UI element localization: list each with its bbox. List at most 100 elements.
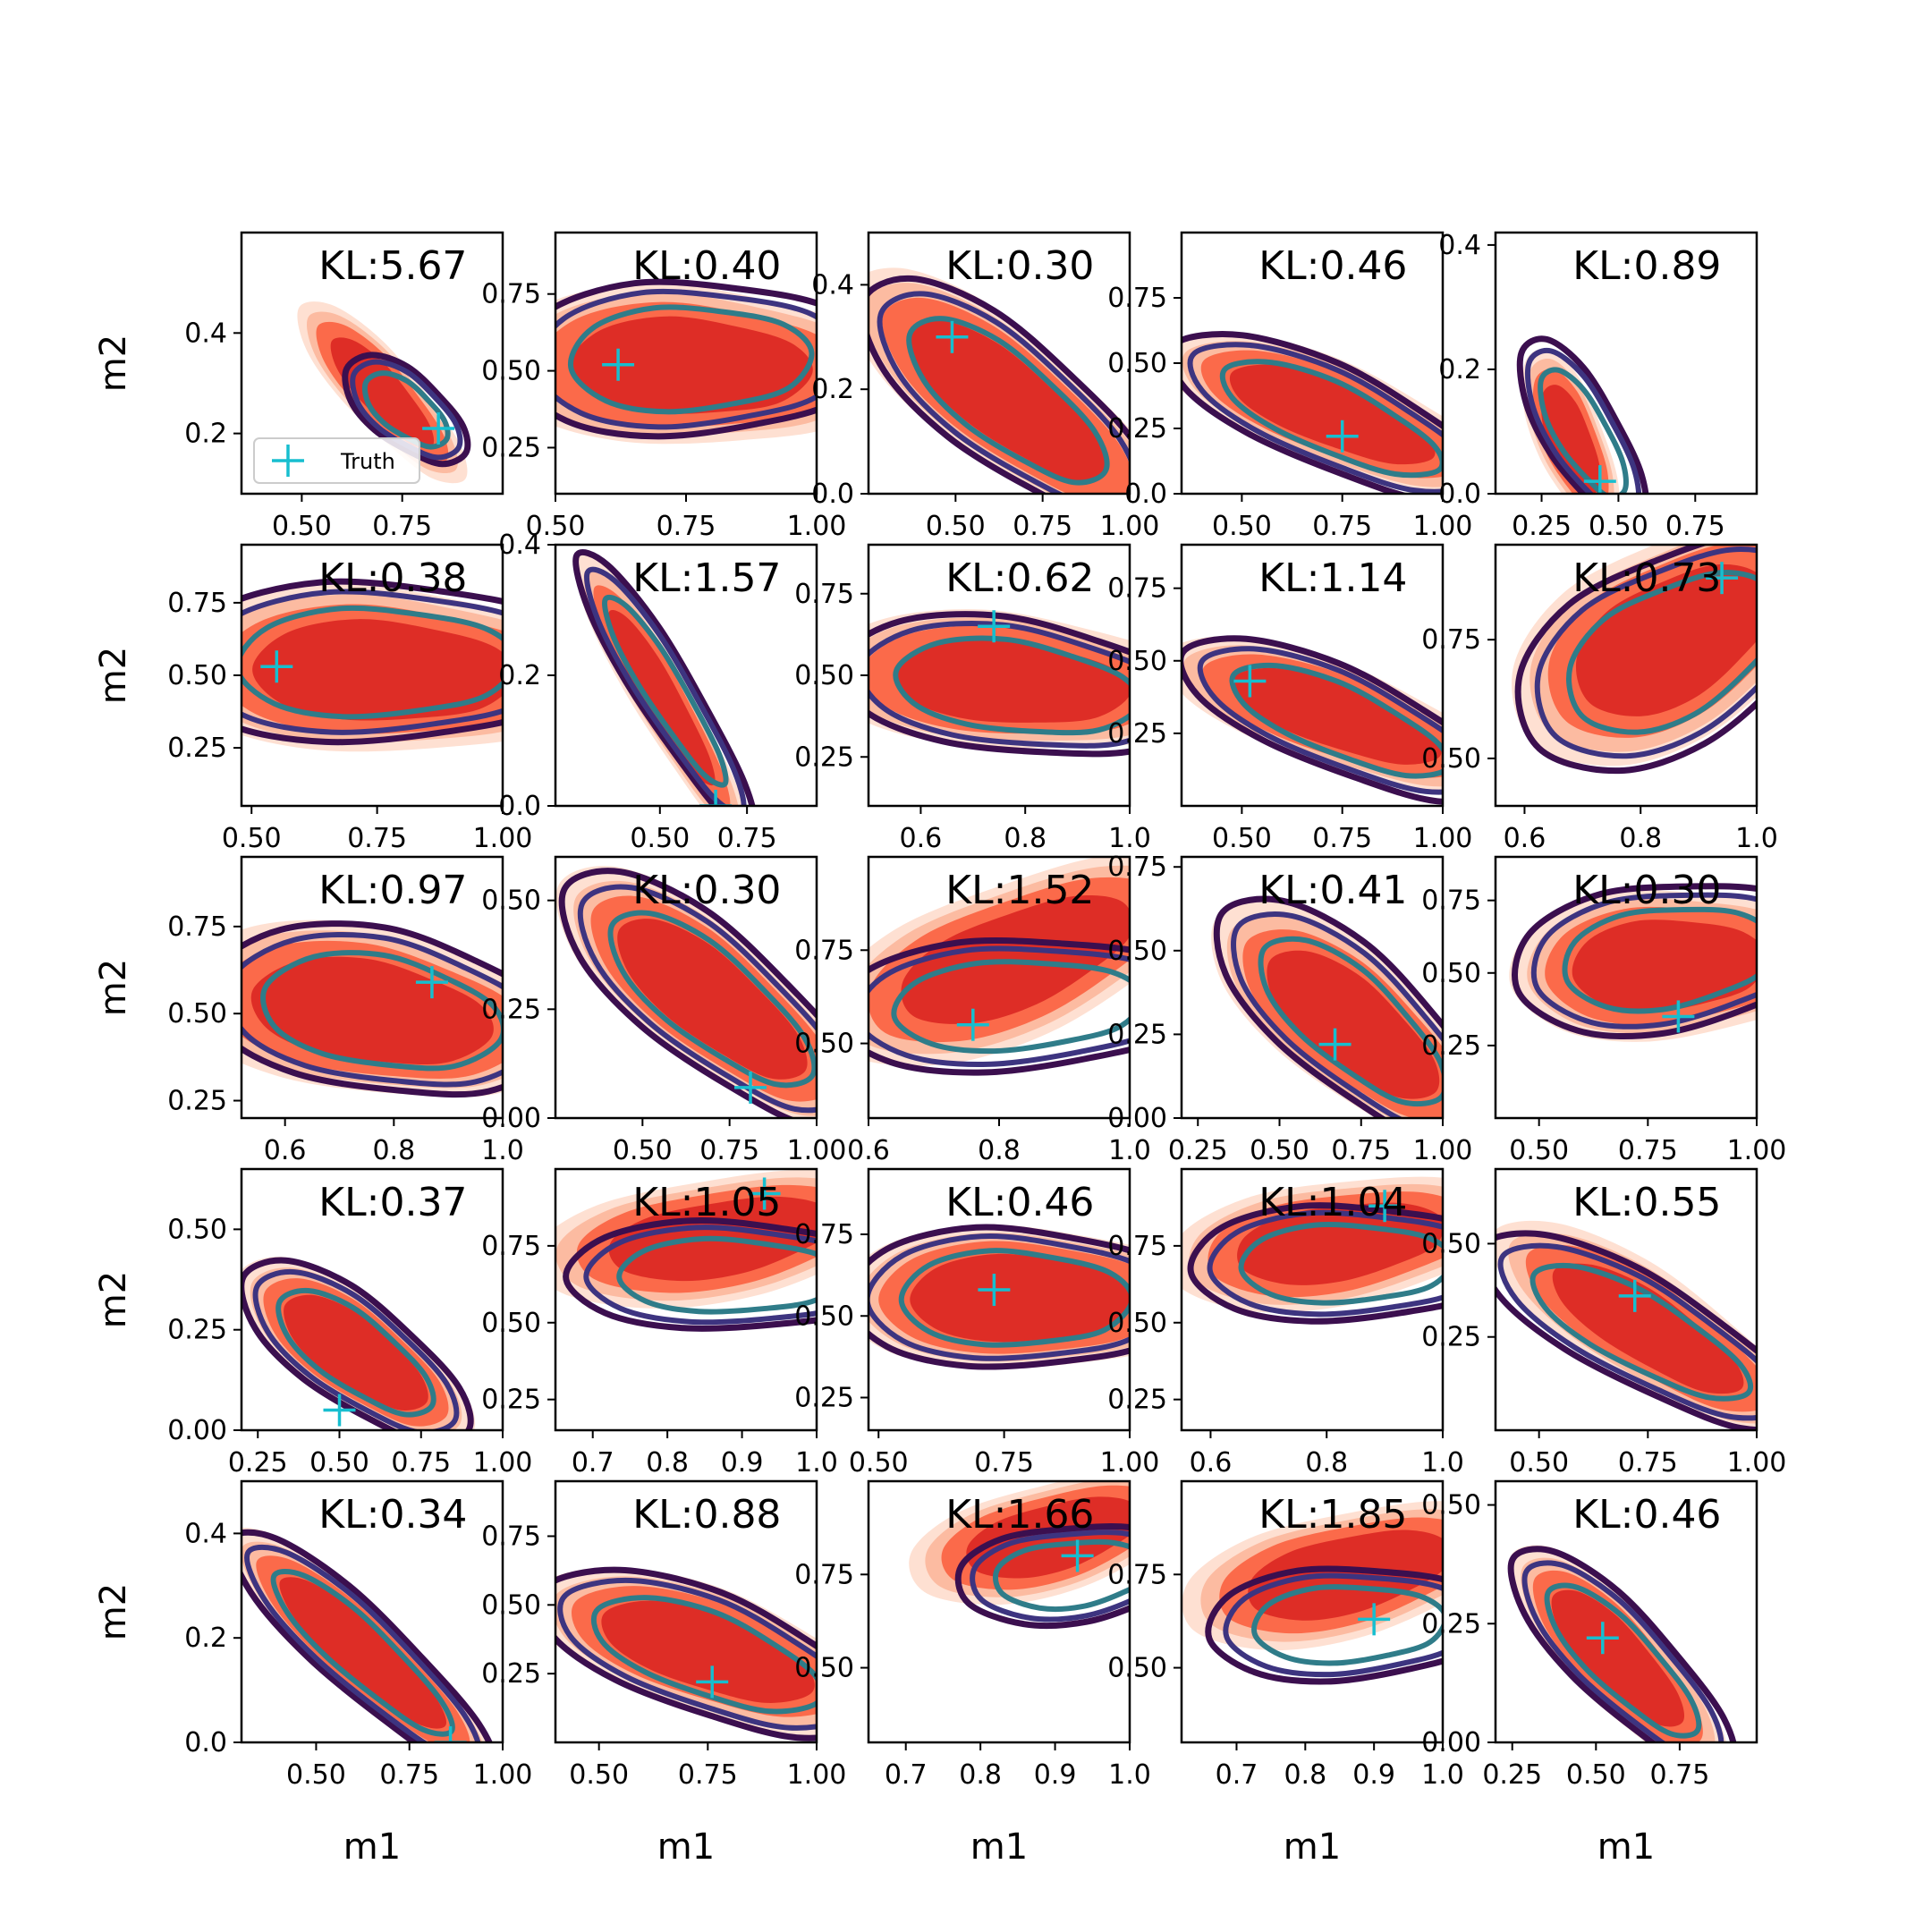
subplot-4-5: KL:0.55 0.50 0.75 1.00 0.25 0.50 <box>1421 1167 1787 1479</box>
x-tick-label: 0.75 <box>379 1759 439 1791</box>
y-tick-label: 0.75 <box>794 1559 854 1590</box>
subplot-5-4: KL:1.85 0.7 0.8 0.9 1.0 0.50 0.75 m1 <box>1107 1479 1464 1868</box>
kl-label: KL:0.73 <box>1572 555 1721 601</box>
model-contour-3 <box>275 1287 436 1418</box>
model-contour-2 <box>583 1224 817 1326</box>
x-tick-label: 0.6 <box>900 823 943 854</box>
axes-frame <box>240 1167 504 1432</box>
x-tick-label: 1.0 <box>1421 1759 1464 1791</box>
density-fill-level-4 <box>1232 667 1442 765</box>
x-tick-label: 1.0 <box>1421 1447 1464 1479</box>
x-tick-label: 0.8 <box>959 1759 1002 1791</box>
subplot-4-4: KL:1.04 0.6 0.8 1.0 0.25 0.50 0.75 <box>1107 1167 1464 1479</box>
y-tick-label: 0.50 <box>481 356 541 387</box>
model-contour-1 <box>572 549 756 806</box>
x-tick-label: 0.75 <box>699 1135 759 1166</box>
plot-area <box>909 1481 1130 1630</box>
y-tick-label: 0.4 <box>1438 230 1481 261</box>
y-tick-label: 0.50 <box>167 1214 227 1245</box>
x-tick-label: 0.25 <box>228 1447 288 1479</box>
axes-frame <box>867 231 1131 496</box>
y-tick-label: 0.75 <box>1107 573 1167 605</box>
model-contour-1 <box>1512 883 1757 1040</box>
truth-marker <box>978 1274 1011 1307</box>
plot-area <box>572 549 756 806</box>
truth-marker <box>323 1394 356 1427</box>
model-contour-2 <box>577 884 817 1114</box>
kl-label: KL:1.85 <box>1258 1492 1407 1538</box>
subplot-3-4: KL:0.410.25 0.50 0.75 1.000.000.250.500.75 <box>1107 852 1472 1166</box>
y-tick-label: 0.25 <box>794 741 854 773</box>
x-tick-label: 0.75 <box>347 823 407 854</box>
model-contour-1 <box>242 578 503 746</box>
y-tick-label: 0.0 <box>184 1727 227 1758</box>
x-tick-label: 0.75 <box>1312 823 1372 854</box>
y-tick-label: 0.25 <box>794 1383 854 1414</box>
x-tick-label: 0.50 <box>526 511 586 542</box>
plot-area <box>242 578 503 752</box>
x-tick-label: 0.25 <box>1482 1759 1542 1791</box>
x-axis-label: m1 <box>657 1826 715 1868</box>
y-tick-label: 0.25 <box>167 1315 227 1346</box>
density-fill-level-4 <box>1237 1202 1443 1285</box>
axes-frame <box>554 855 818 1120</box>
model-contour-1 <box>1205 1565 1443 1685</box>
kl-label: KL:0.41 <box>1258 868 1407 913</box>
y-tick-label: 0.4 <box>811 269 854 301</box>
y-tick-label: 0.25 <box>481 994 541 1025</box>
model-contour-3 <box>361 370 451 450</box>
model-contour-2 <box>242 931 503 1088</box>
model-contour-1 <box>869 611 1130 758</box>
y-tick-label: 0.25 <box>1107 1385 1167 1416</box>
x-axis-label: m1 <box>970 1826 1028 1868</box>
x-tick-label: 0.75 <box>1649 1759 1709 1791</box>
y-axis-label: m2 <box>93 1583 134 1640</box>
x-tick-label: 0.8 <box>1004 823 1046 854</box>
plot-area <box>555 278 817 445</box>
x-tick-label: 0.75 <box>372 511 432 542</box>
y-tick-label: 0.50 <box>481 1589 541 1621</box>
x-tick-label: 0.9 <box>721 1447 764 1479</box>
x-tick-label: 0.50 <box>1509 1135 1569 1166</box>
y-tick-label: 0.50 <box>794 660 854 691</box>
truth-marker <box>696 1665 729 1699</box>
x-tick-label: 0.7 <box>885 1759 928 1791</box>
x-tick-label: 0.50 <box>222 823 282 854</box>
model-contour-3 <box>1229 662 1443 779</box>
y-tick-label: 0.50 <box>167 660 227 691</box>
y-tick-label: 0.50 <box>481 886 541 917</box>
subplot-3-3: KL:1.52 0.6 0.8 1.0 0.50 0.75 <box>794 855 1151 1166</box>
x-tick-label: 0.75 <box>1331 1135 1391 1166</box>
x-tick-label: 0.7 <box>1216 1759 1258 1791</box>
truth-marker <box>1318 1028 1352 1061</box>
y-axis-label: m2 <box>93 959 134 1016</box>
kl-label: KL:0.88 <box>632 1492 781 1538</box>
density-fill-level-4 <box>1552 1263 1744 1394</box>
truth-marker <box>734 1071 767 1104</box>
model-contour-2 <box>584 566 747 806</box>
x-tick-label: 0.75 <box>1618 1447 1678 1479</box>
density-fill-level-4 <box>894 638 1130 723</box>
y-tick-label: 0.25 <box>481 1385 541 1416</box>
x-tick-label: 1.0 <box>481 1135 524 1166</box>
subplot-5-3: KL:1.66 0.7 0.8 0.9 1.0 0.50 0.75 m1 <box>794 1479 1151 1868</box>
model-contour-2 <box>1207 1209 1443 1318</box>
subplot-5-1: KL:0.34 0.50 0.75 1.00 0.0 0.2 0.4 m2 m1 <box>93 1479 532 1868</box>
x-tick-label: 1.00 <box>787 1135 847 1166</box>
x-tick-label: 0.8 <box>646 1447 689 1479</box>
model-contour-3 <box>590 1595 817 1715</box>
x-tick-label: 0.9 <box>1034 1759 1077 1791</box>
subplot-3-2: KL:0.30 0.50 0.75 1.00 0.00 0.25 0.50 <box>481 855 847 1166</box>
x-tick-label: 1.0 <box>795 1447 838 1479</box>
y-tick-label: 0.50 <box>481 1308 541 1339</box>
x-tick-label: 1.00 <box>1727 1447 1787 1479</box>
axes-frame <box>240 231 504 496</box>
y-tick-label: 0.0 <box>1124 479 1167 510</box>
axes-frame <box>240 1479 504 1744</box>
y-tick-label: 0.75 <box>1107 852 1167 883</box>
truth-marker <box>1358 1603 1391 1636</box>
y-tick-label: 0.2 <box>811 374 854 405</box>
model-contour-3 <box>568 304 815 415</box>
y-tick-label: 0.00 <box>481 1103 541 1134</box>
subplot-2-1: KL:0.38 0.50 0.75 1.00 0.25 0.50 0.75 m2 <box>93 543 532 854</box>
